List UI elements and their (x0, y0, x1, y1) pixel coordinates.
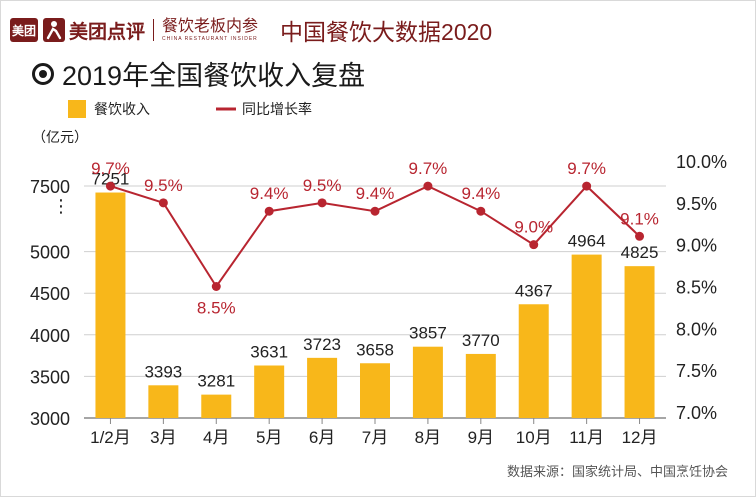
meituan-logo: 美团 (10, 18, 38, 42)
sub-brand: 餐饮老板内参 CHINA RESTAURANT INSIDER (162, 17, 259, 42)
bar-value-label: 3393 (144, 362, 182, 381)
bar-value-label: 4367 (515, 281, 553, 300)
brand-divider (153, 19, 155, 41)
growth-rate-label: 9.7% (567, 159, 606, 178)
bar-value-label: 4964 (568, 232, 606, 251)
growth-rate-label: 8.5% (197, 299, 236, 318)
growth-rate-label: 9.7% (91, 159, 130, 178)
legend-bar-swatch (68, 100, 86, 118)
x-tick-label: 5月 (256, 428, 282, 447)
x-tick-label: 3月 (150, 428, 176, 447)
x-tick-label: 6月 (309, 428, 335, 447)
sub-brand-name: 餐饮老板内参 (162, 17, 259, 35)
growth-rate-label: 9.1% (620, 209, 659, 228)
y-right-tick-label: 8.0% (676, 319, 717, 339)
bar (624, 266, 655, 418)
bar (201, 394, 232, 418)
brand-person-icon (43, 18, 65, 42)
bar-value-label: 3631 (250, 343, 288, 362)
bar-value-label: 3723 (303, 335, 341, 354)
growth-rate-point (264, 206, 274, 216)
target-icon (32, 62, 54, 85)
x-tick-label: 7月 (362, 428, 388, 447)
bar-value-label: 7251 (92, 170, 130, 189)
growth-rate-point (317, 198, 327, 208)
y-right-tick-label: 9.5% (676, 194, 717, 214)
bar (307, 357, 338, 418)
y-right-tick-label: 9.0% (676, 236, 717, 256)
growth-rate-point (476, 206, 486, 216)
bar (518, 304, 549, 418)
axis-break-marker: ⋮ (52, 196, 70, 217)
growth-rate-point (423, 181, 433, 191)
growth-rate-label: 9.4% (461, 184, 500, 203)
header: 美团 美团点评 餐饮老板内参 CHINA RESTAURANT INSIDER … (10, 12, 492, 48)
growth-rate-point (635, 231, 645, 241)
growth-rate-label: 9.5% (144, 176, 183, 195)
bar (254, 365, 285, 418)
bar-value-label: 3770 (462, 331, 500, 350)
x-tick-label: 9月 (468, 428, 494, 447)
y-left-tick-label: 7500 (30, 177, 70, 197)
x-tick-label: 1/2月 (90, 428, 131, 447)
y-right-tick-label: 10.0% (676, 152, 727, 172)
bar (465, 353, 496, 418)
y-left-tick-label: 5000 (30, 243, 70, 263)
bar (95, 192, 126, 418)
growth-rate-label: 9.5% (303, 176, 342, 195)
growth-rate-point (158, 198, 168, 208)
y-left-tick-label: 4500 (30, 284, 70, 304)
x-tick-label: 11月 (569, 428, 604, 447)
x-tick-label: 8月 (415, 428, 441, 447)
y-left-tick-label: 3000 (30, 409, 70, 429)
bar (148, 385, 179, 418)
bar-value-label: 3857 (409, 324, 447, 343)
y-left-unit-label: （亿元） (32, 129, 88, 145)
bar-value-label: 4825 (621, 243, 659, 262)
y-right-tick-label: 8.5% (676, 278, 717, 298)
bar (571, 254, 602, 418)
growth-rate-point (105, 181, 115, 191)
growth-rate-label: 9.7% (409, 159, 448, 178)
sub-brand-en: CHINA RESTAURANT INSIDER (162, 35, 258, 42)
legend-bar-label: 餐饮收入 (94, 101, 150, 117)
growth-rate-label: 9.4% (250, 184, 289, 203)
report-title: 中国餐饮大数据2020 (280, 19, 493, 45)
legend-line-label: 同比增长率 (242, 101, 312, 117)
bar-value-label: 3281 (197, 372, 235, 391)
bar (412, 346, 443, 418)
y-right-tick-label: 7.0% (676, 403, 717, 423)
growth-rate-label: 9.4% (356, 184, 395, 203)
growth-rate-point (529, 240, 539, 250)
growth-rate-point (370, 206, 380, 216)
x-tick-label: 4月 (203, 428, 229, 447)
y-left-tick-label: 4000 (30, 326, 70, 346)
growth-rate-point (582, 181, 592, 191)
growth-rate-label: 9.0% (514, 218, 553, 237)
x-tick-label: 12月 (622, 428, 658, 447)
x-tick-label: 10月 (516, 428, 552, 447)
growth-rate-point (211, 282, 221, 291)
brand-name: 美团点评 (69, 21, 146, 43)
data-source: 数据来源：国家统计局、中国烹饪协会 (506, 464, 728, 479)
y-left-tick-label: 3500 (30, 367, 70, 387)
bar (360, 363, 390, 418)
chart-title: 2019年全国餐饮收入复盘 (32, 54, 365, 93)
y-right-tick-label: 7.5% (676, 361, 717, 381)
bar-value-label: 3658 (356, 340, 394, 359)
